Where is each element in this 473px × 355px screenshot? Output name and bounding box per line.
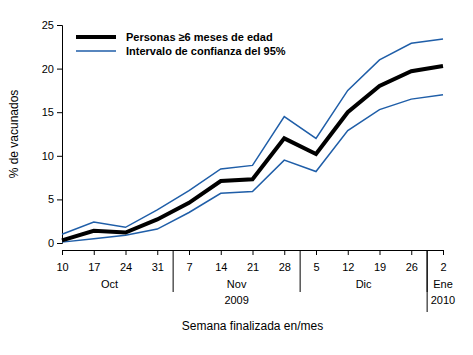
y-tick: 20 <box>42 63 62 75</box>
month-label: Ene <box>433 278 453 290</box>
legend-label: Intervalo de confianza del 95% <box>126 45 286 57</box>
x-tick: 28 <box>279 250 291 273</box>
x-tick-mark <box>348 250 349 255</box>
y-tick-label: 5 <box>48 193 54 205</box>
x-tick-mark <box>189 250 190 255</box>
x-tick-label: 24 <box>120 261 132 273</box>
x-tick-label: 26 <box>406 261 418 273</box>
x-tick-mark <box>94 250 95 255</box>
y-tick-label: 25 <box>42 19 54 31</box>
legend-label: Personas ≥6 meses de edad <box>126 31 273 43</box>
x-tick-mark <box>316 250 317 255</box>
x-tick-mark <box>284 250 285 255</box>
x-tick-label: 7 <box>186 261 192 273</box>
series-line <box>62 66 443 240</box>
legend-swatch <box>76 35 116 39</box>
y-tick-label: 10 <box>42 150 54 162</box>
year-separator <box>427 250 428 312</box>
x-axis-line <box>63 251 444 256</box>
x-tick-mark <box>253 250 254 255</box>
x-tick: 14 <box>215 250 227 273</box>
x-groups: Oct Nov Dic Ene 2009 2010 <box>101 250 455 312</box>
x-tick: 7 <box>186 250 192 273</box>
x-tick-mark <box>411 250 412 255</box>
x-tick: 31 <box>152 250 164 273</box>
x-tick: 17 <box>88 250 100 273</box>
x-tick-label: 21 <box>247 261 259 273</box>
y-axis-title: % de vacunados <box>7 90 21 179</box>
x-axis-title: Semana finalizada en/mes <box>182 319 323 333</box>
y-tick: 25 <box>42 19 62 31</box>
y-tick: 10 <box>42 150 62 162</box>
ci-lower-line <box>62 95 443 242</box>
chart: 0 5 10 15 20 25 10 17 24 31 7 14 21 28 5 12 19 26 2 Oct Nov D… <box>0 0 473 355</box>
y-axis-line <box>57 26 63 244</box>
x-tick-mark <box>443 250 444 255</box>
y-axis: 0 5 10 15 20 25 <box>42 19 63 249</box>
x-tick-mark <box>157 250 158 255</box>
y-tick-label: 20 <box>42 63 54 75</box>
x-tick-label: 17 <box>88 261 100 273</box>
month-label: Oct <box>101 278 118 290</box>
x-tick-mark <box>221 250 222 255</box>
x-tick: 5 <box>313 250 319 273</box>
x-tick-label: 10 <box>56 261 68 273</box>
y-tick-mark <box>57 243 62 244</box>
month-label: Dic <box>356 278 372 290</box>
x-tick: 10 <box>56 250 68 273</box>
x-tick: 19 <box>374 250 386 273</box>
x-tick-label: 2 <box>440 261 446 273</box>
x-tick-label: 12 <box>342 261 354 273</box>
x-tick-label: 19 <box>374 261 386 273</box>
x-tick-mark <box>380 250 381 255</box>
y-tick-mark <box>57 199 62 200</box>
y-tick-label: 15 <box>42 106 54 118</box>
y-tick-mark <box>57 112 62 113</box>
year-label: 2010 <box>431 294 455 306</box>
x-tick-label: 14 <box>215 261 227 273</box>
x-tick-label: 5 <box>313 261 319 273</box>
plot-area <box>62 39 443 242</box>
x-tick-label: 31 <box>152 261 164 273</box>
x-tick: 2 <box>440 250 446 273</box>
x-tick: 24 <box>120 250 132 273</box>
x-tick: 26 <box>406 250 418 273</box>
y-tick-label: 0 <box>48 237 54 249</box>
y-tick-mark <box>57 25 62 26</box>
x-tick-label: 28 <box>279 261 291 273</box>
x-axis: 10 17 24 31 7 14 21 28 5 12 19 26 2 <box>56 250 446 273</box>
y-tick: 5 <box>48 193 62 205</box>
x-tick: 12 <box>342 250 354 273</box>
legend: Personas ≥6 meses de edad Intervalo de co… <box>76 31 286 57</box>
x-tick-mark <box>62 250 63 255</box>
x-tick: 21 <box>247 250 259 273</box>
year-label: 2009 <box>224 294 248 306</box>
month-separator <box>173 250 174 292</box>
y-tick-mark <box>57 156 62 157</box>
legend-swatch <box>76 50 116 52</box>
y-tick: 0 <box>48 237 62 249</box>
y-tick-mark <box>57 69 62 70</box>
y-tick: 15 <box>42 106 62 118</box>
x-tick-mark <box>126 250 127 255</box>
ci-upper-line <box>62 39 443 234</box>
month-separator <box>300 250 301 292</box>
month-label: Nov <box>227 278 247 290</box>
